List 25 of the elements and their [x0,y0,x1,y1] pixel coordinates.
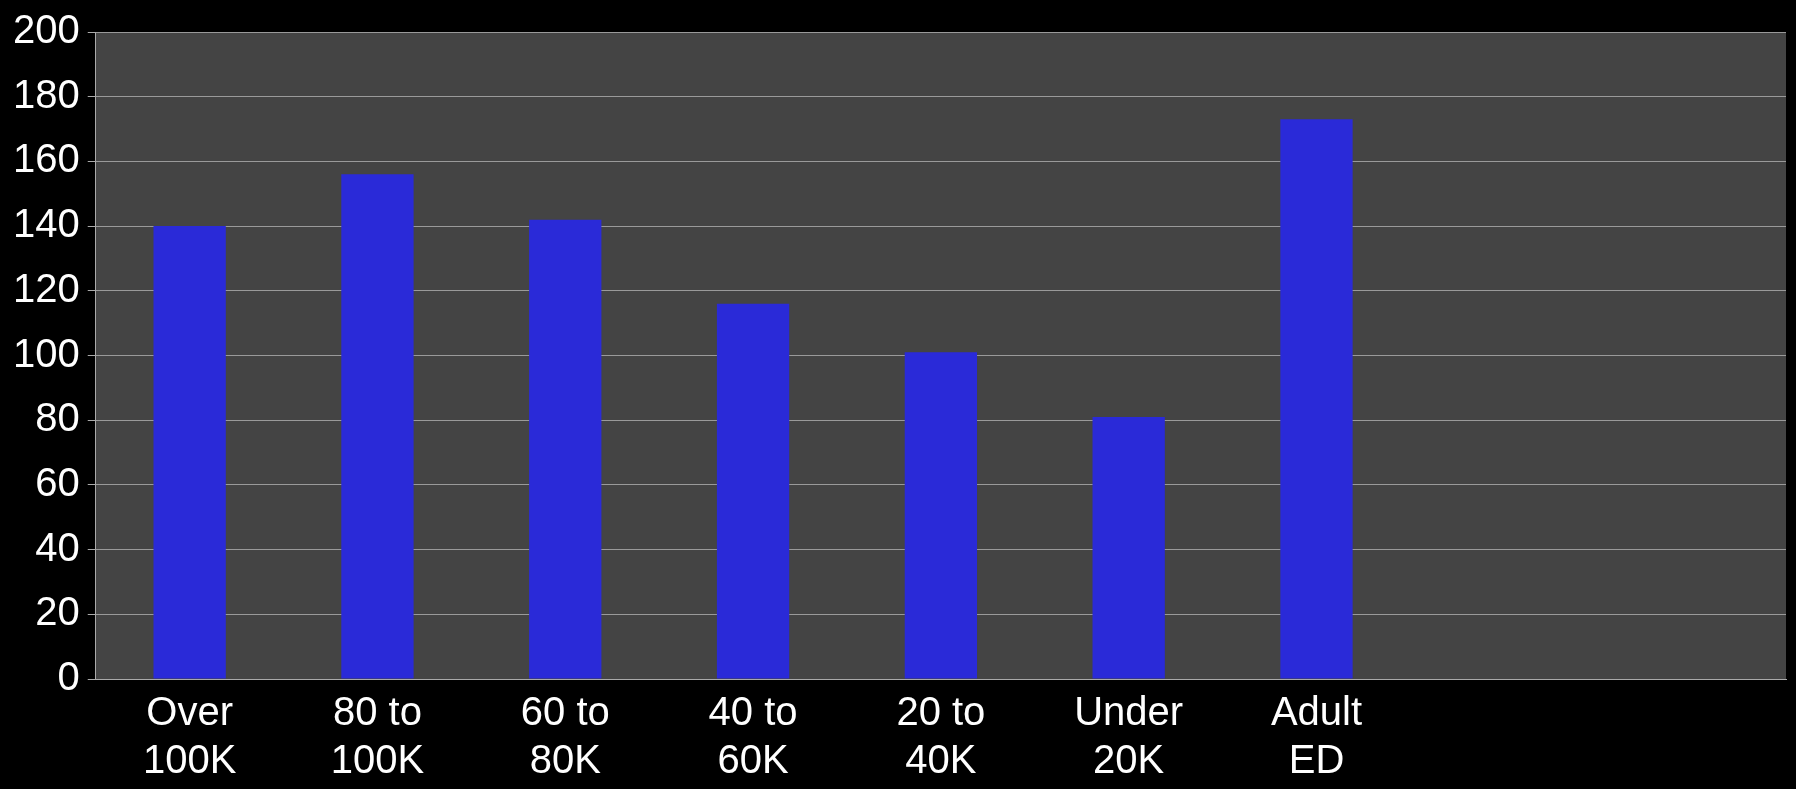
y-tick-label: 80 [35,395,80,440]
x-tick-label: 80 to 100K [330,689,425,782]
y-tick-label: 160 [12,136,80,181]
bar [1280,119,1353,679]
bar [1092,416,1165,679]
x-tick-label: Adult ED [1270,689,1363,782]
y-tick-label: 140 [12,201,80,246]
x-tick-label: 60 to 80K [520,689,610,782]
x-tick-label: 40 to 60K [708,689,798,782]
x-tick-label: Under 20K [1074,689,1184,782]
y-tick-label: 200 [12,7,80,52]
bar [341,174,414,679]
bar [904,352,978,679]
y-tick-label: 120 [12,265,80,310]
x-tick-label: Over 100K [142,689,237,782]
y-tick-label: 0 [57,654,80,699]
bar [153,226,226,679]
x-tick-label: 20 to 40K [896,689,986,782]
y-tick-label: 20 [35,589,80,634]
y-tick-label: 180 [12,71,80,116]
y-tick-label: 60 [35,459,80,504]
bar [716,303,790,679]
y-tick-label: 100 [12,330,80,375]
bar [529,219,602,679]
y-tick-label: 40 [35,524,80,569]
